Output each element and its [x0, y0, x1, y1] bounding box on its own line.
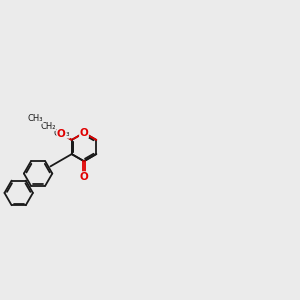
Text: CH₂: CH₂: [40, 122, 56, 130]
Text: O: O: [80, 128, 88, 138]
Text: O: O: [57, 129, 66, 139]
Text: CH₃: CH₃: [53, 129, 70, 138]
Text: CH₃: CH₃: [28, 114, 43, 123]
Text: O: O: [80, 172, 88, 182]
